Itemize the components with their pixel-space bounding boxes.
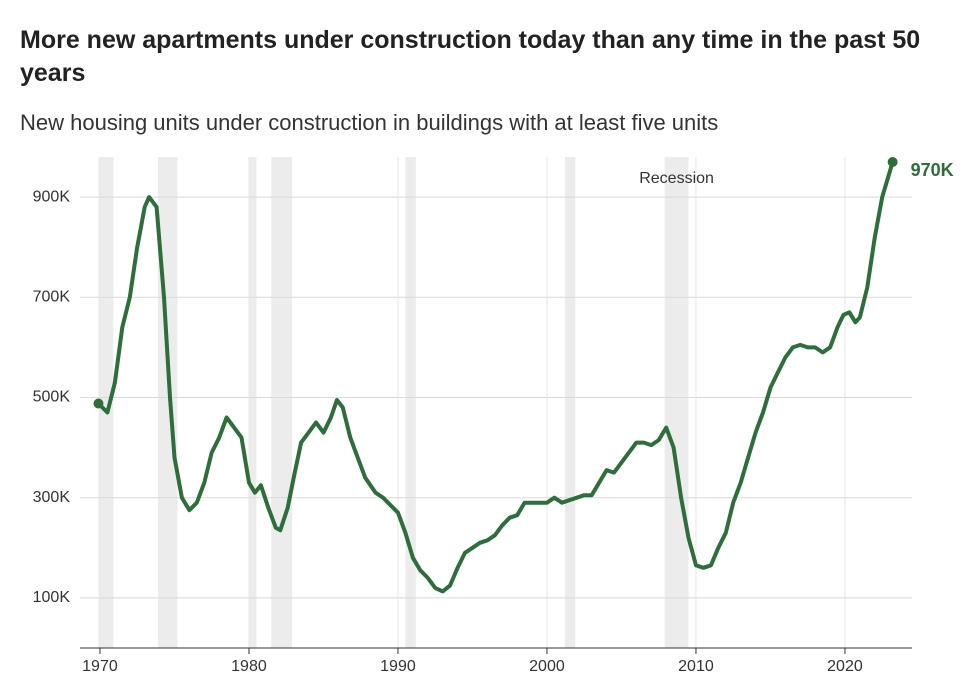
recession-band: [158, 157, 178, 648]
recession-band: [271, 157, 293, 648]
recession-band: [564, 157, 576, 648]
x-tick-label: 1970: [82, 658, 118, 675]
y-tick-label: 500K: [33, 389, 71, 406]
line: [97, 161, 895, 594]
start-dot: [93, 398, 104, 409]
end-label: 970K: [911, 160, 954, 180]
x-tick-label: 2000: [529, 658, 565, 675]
x-tick-label: 2020: [827, 658, 863, 675]
y-tick-label: 100K: [33, 589, 71, 606]
chart-subtitle: New housing units under construction in …: [20, 110, 719, 135]
end-dot: [887, 157, 898, 168]
recession-band: [405, 157, 416, 648]
recession-label: Recession: [639, 170, 714, 187]
x-tick-label: 1990: [380, 658, 416, 675]
x-tick-label: 2010: [678, 658, 714, 675]
recession-band: [248, 157, 257, 648]
chart-title: More new apartments under construction t…: [20, 26, 921, 87]
y-tick-label: 700K: [33, 289, 71, 306]
y-tick-label: 900K: [33, 188, 71, 205]
recession-band: [664, 157, 689, 648]
x-tick-label: 1980: [231, 658, 267, 675]
y-tick-label: 300K: [33, 489, 71, 506]
recession-band: [98, 157, 114, 648]
